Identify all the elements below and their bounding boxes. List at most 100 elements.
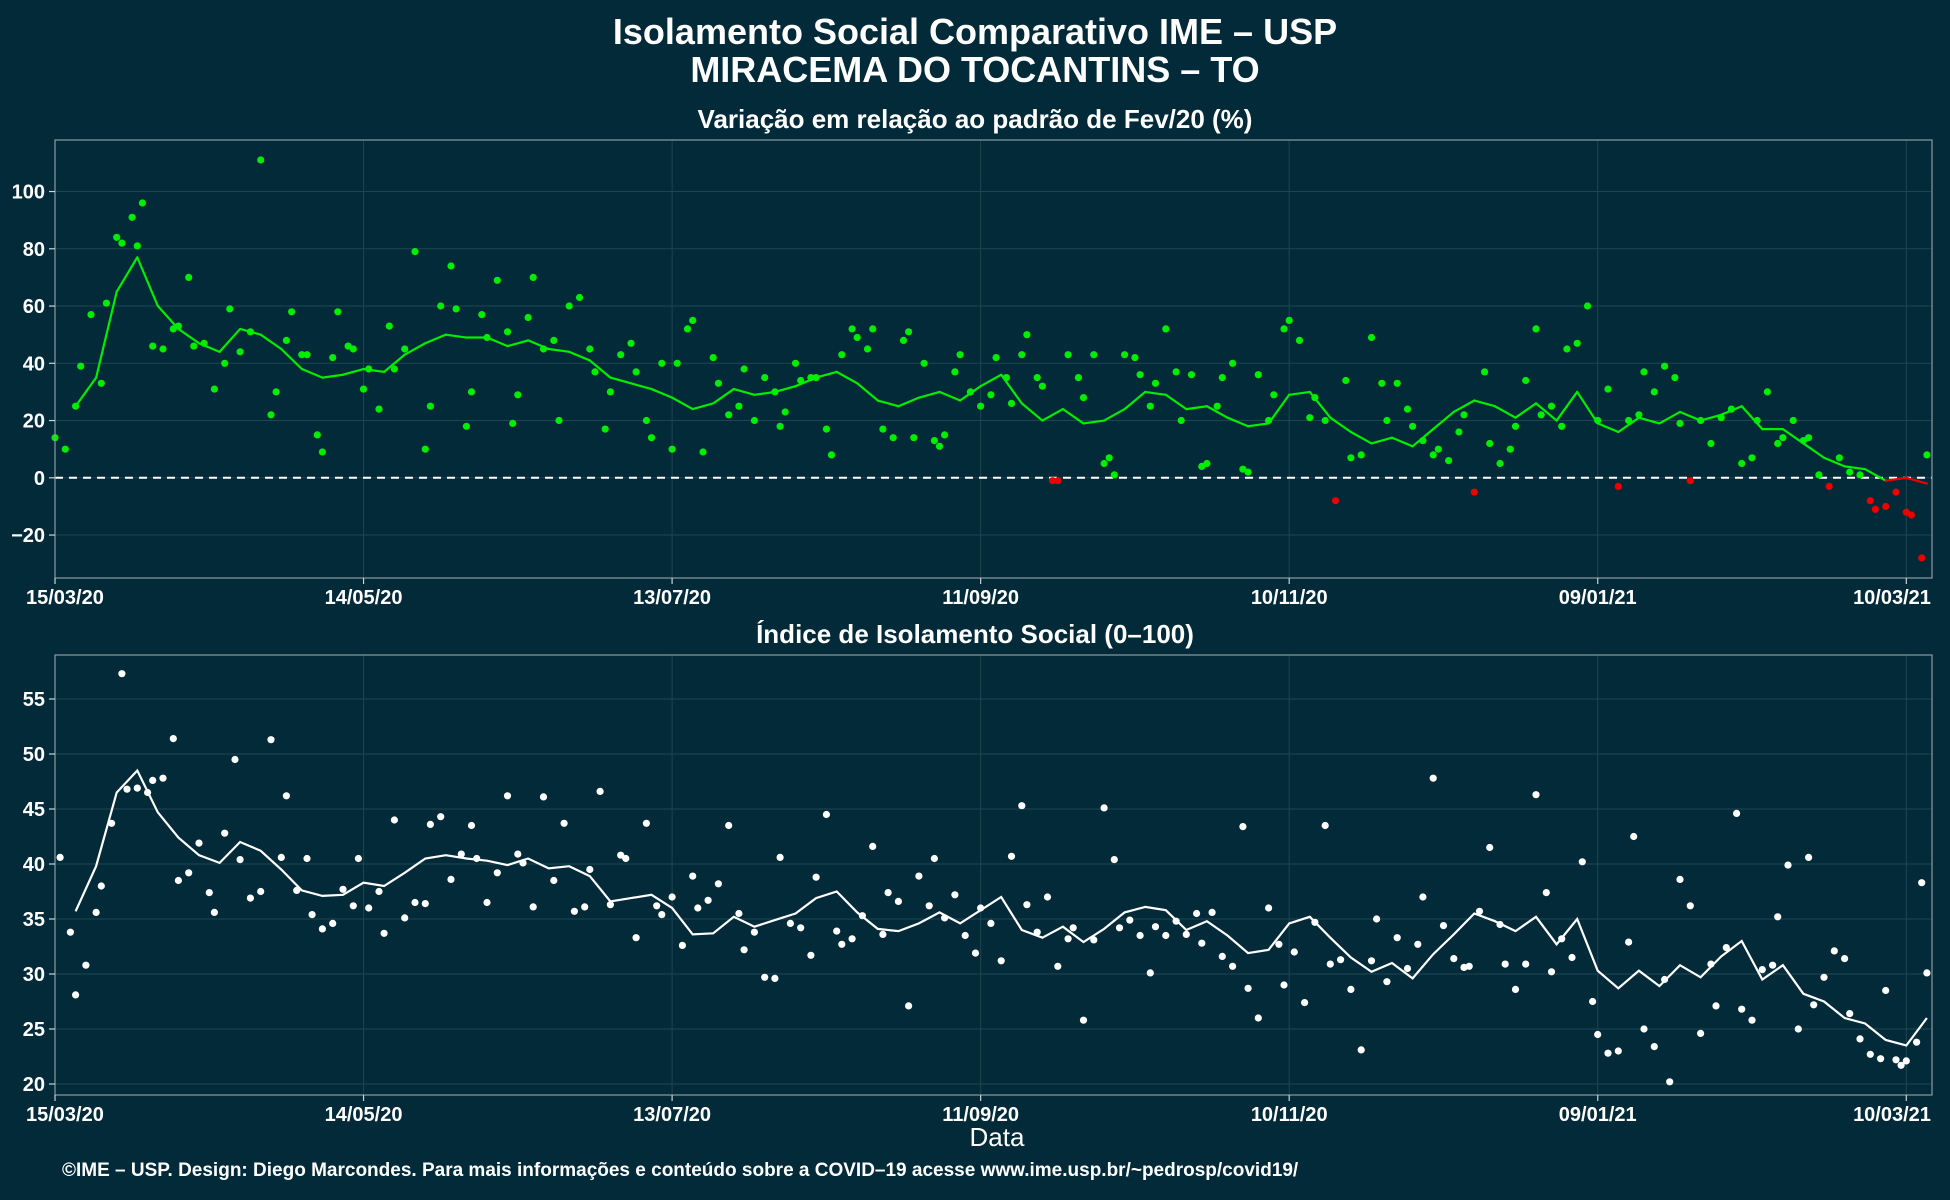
moving-average-segment [1102,407,1126,422]
data-point [1763,388,1771,396]
data-point [1918,879,1926,887]
top-x-tick-label: 15/03/20 [26,587,104,609]
moving-average-segment [979,373,1003,388]
data-point [1697,1029,1705,1037]
data-point [1825,482,1833,490]
data-point [1357,451,1365,459]
moving-average-segment [1884,476,1908,482]
data-point [1275,940,1283,948]
data-point [1882,986,1890,995]
data-point [1666,1078,1674,1086]
data-point [750,416,759,425]
data-point [956,351,964,359]
data-point [462,422,470,430]
data-point [1784,861,1792,869]
data-point [596,787,604,796]
data-point [961,931,969,940]
data-point [1002,374,1011,382]
data-point [565,302,573,310]
data-point [185,869,193,877]
moving-average-segment [876,399,900,408]
data-point [1254,371,1262,379]
data-point [1748,454,1756,462]
data-point [1676,875,1684,884]
data-point [1054,962,1062,970]
data-point [1877,1055,1885,1063]
top-x-tick-label: 14/05/20 [325,587,403,609]
data-point [1496,920,1504,929]
data-point [1265,416,1273,425]
data-point [1429,451,1437,459]
data-point [586,345,594,353]
data-point [1347,985,1355,994]
data-point [1774,439,1782,448]
data-point [483,333,491,342]
data-point [1712,1002,1720,1010]
data-point [1686,477,1694,485]
data-point [833,927,841,935]
data-point [174,322,182,330]
data-point [1794,1025,1802,1033]
moving-average-segment [1473,399,1496,408]
data-point [1321,416,1329,425]
data-point [1244,468,1252,476]
data-point [1614,482,1622,490]
data-point [838,940,846,948]
data-point [586,865,594,874]
data-point [524,313,532,322]
data-point [1650,1043,1658,1051]
data-point [231,755,239,764]
data-point [1511,985,1520,994]
data-point [267,736,275,744]
data-point [1583,302,1592,310]
bottom-y-tick-label: 50 [23,744,45,766]
data-point [1007,852,1016,860]
data-point [570,907,579,915]
data-point [195,839,203,847]
data-point [149,342,157,350]
data-point [174,876,182,885]
data-point [493,869,501,877]
data-point [555,416,563,425]
data-point [200,339,208,347]
data-point [1367,957,1376,965]
moving-average-segment [897,396,921,408]
data-point [1265,904,1273,912]
moving-average-segment [95,290,118,379]
data-point [992,354,1000,362]
data-point [1450,955,1458,963]
moving-average-segment [1020,402,1044,422]
data-point [1465,962,1473,970]
moving-average-segment [506,339,530,348]
data-point [236,856,244,864]
data-point [977,904,985,912]
data-point [210,908,218,917]
moving-average-segment [1205,405,1229,419]
data-point [761,374,769,382]
data-point [457,850,465,858]
data-point [1110,856,1118,864]
data-point [689,316,697,324]
data-point [1614,1047,1622,1055]
data-point [1023,901,1031,909]
data-point [1079,394,1088,402]
moving-average-segment [1432,410,1455,431]
data-point [1239,823,1247,831]
data-point [493,276,501,284]
data-point [678,941,687,950]
data-point [1506,445,1514,453]
data-point [694,904,702,912]
data-point [1697,416,1705,425]
data-point [1918,554,1926,562]
data-point [1866,497,1874,505]
data-point [1439,922,1448,930]
data-point [941,431,949,439]
data-point [138,199,146,207]
data-point [1738,459,1746,468]
data-point [1779,434,1787,442]
data-point [1295,336,1304,344]
data-point [714,880,723,888]
data-point [797,924,805,932]
data-point [1311,918,1319,926]
moving-average-segment [424,333,447,345]
